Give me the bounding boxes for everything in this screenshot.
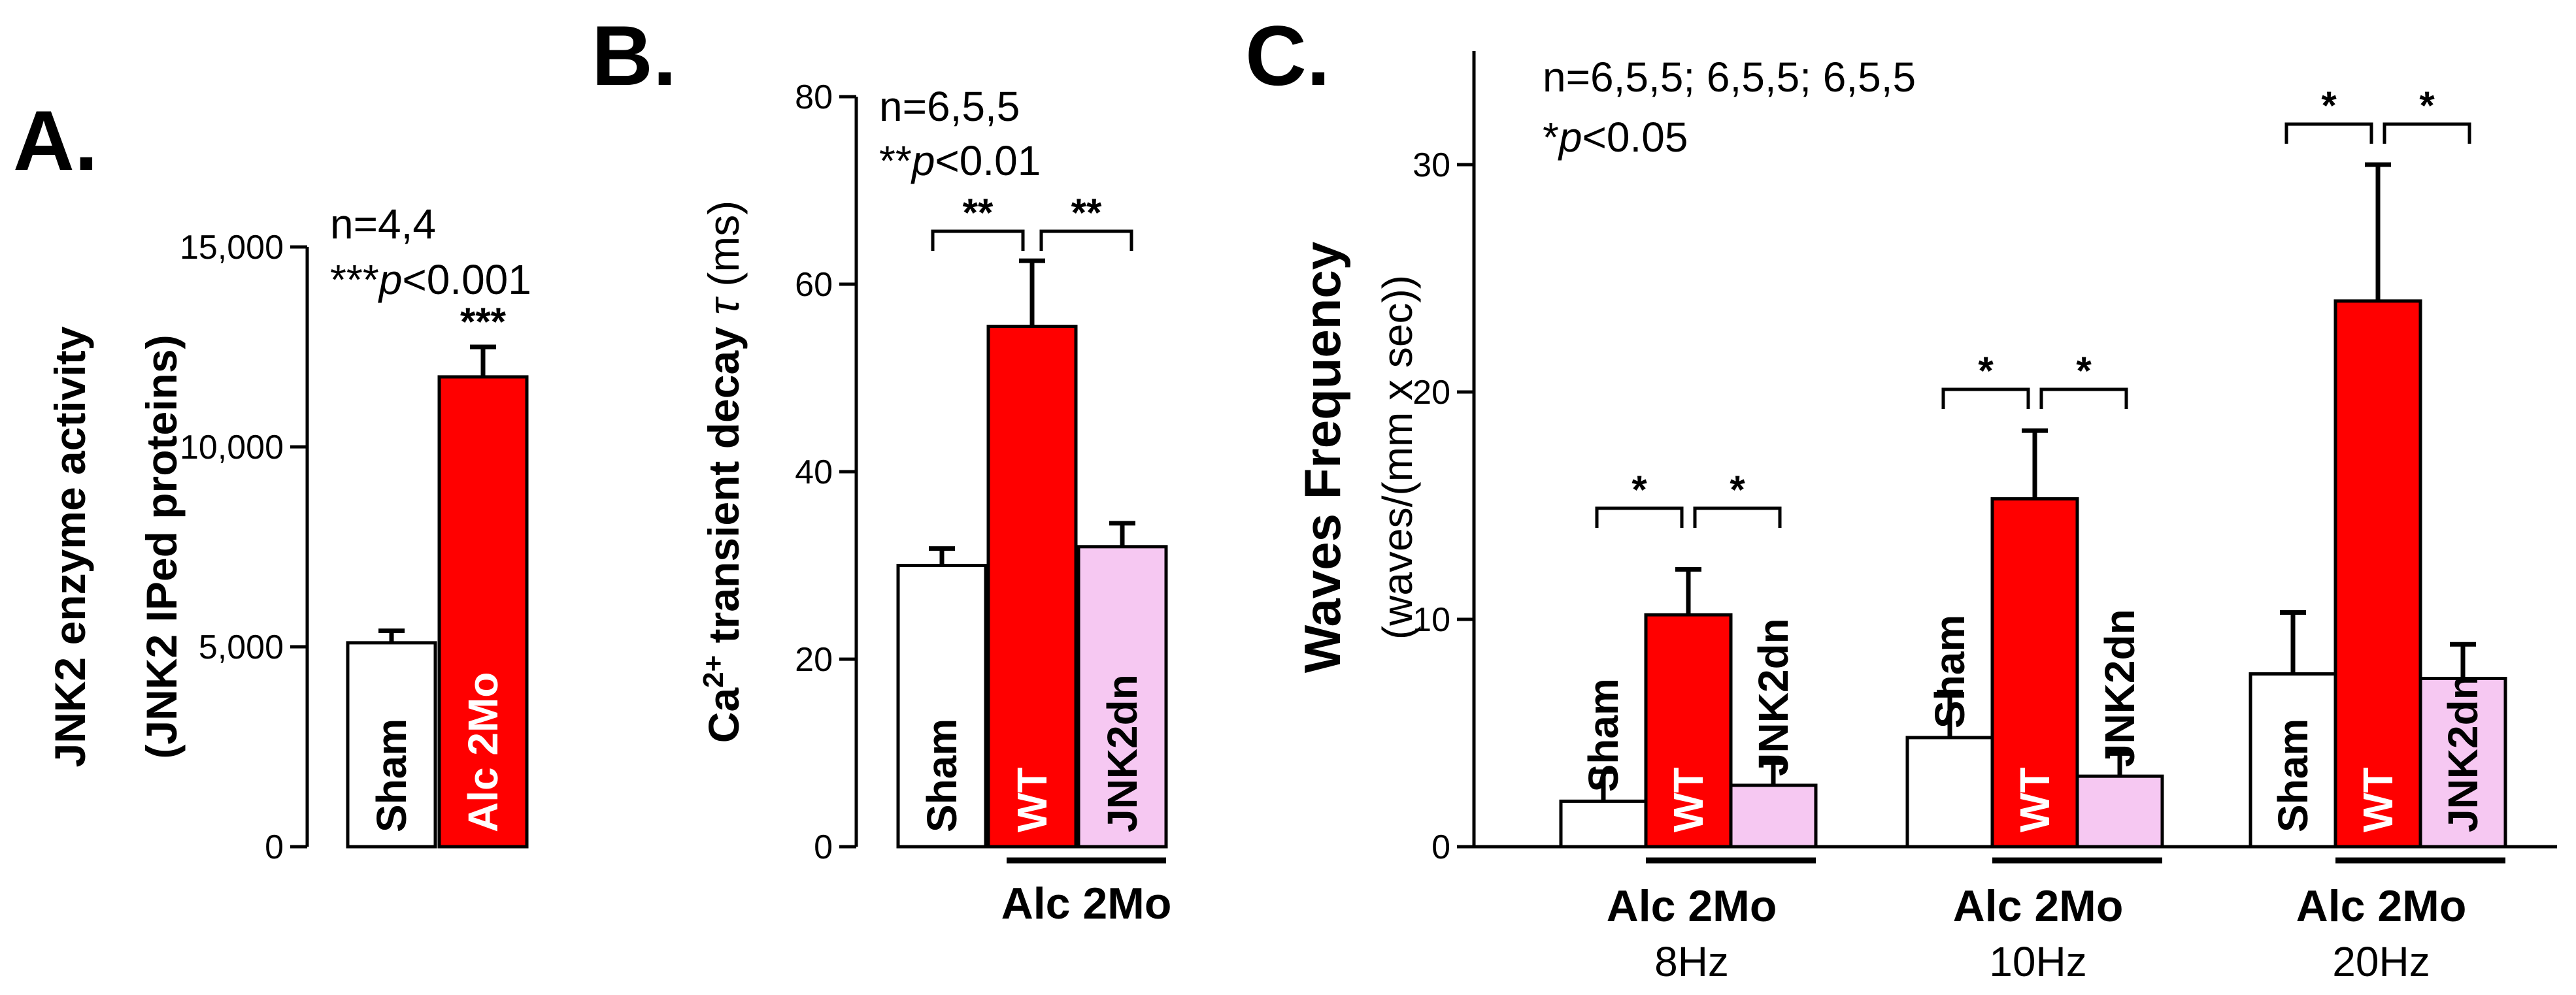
significance-bracket bbox=[1941, 387, 2030, 409]
y-tick-label: 0 bbox=[814, 828, 833, 866]
bar-label: JNK2dn bbox=[1750, 618, 1797, 776]
bar-sham bbox=[896, 564, 988, 849]
bar-label: Sham bbox=[1926, 615, 1973, 728]
panel-label-c: C. bbox=[1245, 8, 1330, 103]
y-tick-label: 20 bbox=[1413, 374, 1450, 412]
p-value-note: **p<0.01 bbox=[879, 137, 1041, 184]
bar-sham-8hz bbox=[1559, 799, 1648, 849]
y-tick-label: 15,000 bbox=[180, 229, 284, 267]
bar-sham-20hz bbox=[2249, 672, 2337, 849]
y-tick-label: 0 bbox=[265, 828, 284, 866]
bar-label: WT bbox=[2354, 768, 2401, 833]
significance-bracket bbox=[2284, 122, 2373, 144]
y-axis-subtitle: (waves/(mm x sec)) bbox=[1374, 275, 1421, 640]
group-label: Alc 2Mo bbox=[1953, 881, 2124, 931]
significance-star: *** bbox=[460, 300, 507, 344]
y-tick-label: 60 bbox=[795, 266, 833, 304]
group-label: Alc 2Mo bbox=[1001, 879, 1172, 928]
significance-bracket bbox=[2383, 122, 2471, 144]
y-axis-title: Ca2+ transient decay τ (ms) bbox=[697, 201, 748, 743]
panel-label-b: B. bbox=[592, 8, 677, 103]
panel-b: B. 0 20 40 60 80 Ca2+ transient decay τ (ms) n=… bbox=[592, 8, 1171, 928]
bar-sham bbox=[346, 641, 437, 849]
bar-wt bbox=[986, 325, 1078, 849]
bar-label: JNK2dn bbox=[1099, 674, 1146, 832]
y-axis-title: JNK2 enzyme activity bbox=[46, 326, 94, 767]
bar-jnk2dn-20hz bbox=[2418, 676, 2507, 849]
group-label: Alc 2Mo bbox=[1607, 881, 1777, 931]
significance-star: * bbox=[1631, 468, 1647, 512]
bar-jnk2dn bbox=[1077, 545, 1168, 849]
sample-size-note: n=6,5,5; 6,5,5; 6,5,5 bbox=[1543, 54, 1916, 101]
bar-label: Sham bbox=[918, 719, 965, 832]
y-tick-label: 0 bbox=[1431, 828, 1450, 866]
significance-star: ** bbox=[1071, 191, 1102, 235]
bar-label: JNK2dn bbox=[2096, 609, 2143, 767]
y-tick-label: 20 bbox=[795, 641, 833, 679]
significance-star: * bbox=[2321, 84, 2337, 127]
bar-label: Alc 2Mo bbox=[460, 672, 507, 832]
p-value-note: ***p<0.001 bbox=[330, 256, 531, 303]
bar-label: WT bbox=[1009, 768, 1056, 833]
y-tick-label: 40 bbox=[795, 453, 833, 491]
bar-label: Sham bbox=[368, 719, 415, 832]
significance-bracket bbox=[1693, 506, 1782, 528]
y-tick-label: 10 bbox=[1413, 601, 1450, 639]
panel-a: A. 0 5,000 10,000 15,000 JNK2 enzyme activity… bbox=[13, 93, 531, 866]
frequency-label: 20Hz bbox=[2332, 938, 2430, 985]
bar-wt-8hz bbox=[1644, 613, 1733, 849]
bar-jnk2dn-8hz bbox=[1729, 783, 1818, 849]
bar-label: JNK2dn bbox=[2439, 674, 2486, 832]
y-tick-label: 10,000 bbox=[180, 429, 284, 466]
sample-size-note: n=6,5,5 bbox=[879, 83, 1020, 130]
y-axis-title: Waves Frequency bbox=[1294, 242, 1351, 673]
bar-label: Sham bbox=[1580, 678, 1627, 792]
significance-bracket bbox=[2039, 387, 2128, 409]
frequency-label: 8Hz bbox=[1654, 938, 1729, 985]
y-tick-label: 30 bbox=[1413, 146, 1450, 184]
significance-star: ** bbox=[963, 191, 994, 235]
bar-label: Sham bbox=[2269, 719, 2317, 832]
y-tick-label: 5,000 bbox=[199, 628, 284, 666]
bar-label: WT bbox=[2011, 768, 2058, 833]
bar-label: WT bbox=[1665, 768, 1712, 833]
bar-wt-20hz bbox=[2333, 299, 2422, 849]
y-axis-subtitle: (JNK2 IPed proteins) bbox=[137, 334, 186, 758]
significance-bracket bbox=[931, 229, 1025, 251]
significance-star: * bbox=[2076, 349, 2092, 393]
group-label: Alc 2Mo bbox=[2296, 881, 2467, 931]
y-tick-label: 80 bbox=[795, 78, 833, 116]
bar-alc-2mo bbox=[437, 375, 529, 849]
bar-sham-10hz bbox=[1905, 736, 1994, 849]
significance-star: * bbox=[1978, 349, 1994, 393]
panel-label-a: A. bbox=[13, 93, 98, 188]
significance-star: * bbox=[2419, 84, 2435, 127]
significance-bracket bbox=[1595, 506, 1684, 528]
significance-bracket bbox=[1039, 229, 1133, 251]
significance-star: * bbox=[1730, 468, 1745, 512]
panel-c: C. 0 10 20 30 Waves Frequency (waves/(mm x sec… bbox=[1245, 8, 2557, 985]
bar-jnk2dn-10hz bbox=[2075, 774, 2164, 849]
frequency-label: 10Hz bbox=[1989, 938, 2086, 985]
sample-size-note: n=4,4 bbox=[330, 201, 436, 248]
p-value-note: *p<0.05 bbox=[1543, 114, 1688, 161]
